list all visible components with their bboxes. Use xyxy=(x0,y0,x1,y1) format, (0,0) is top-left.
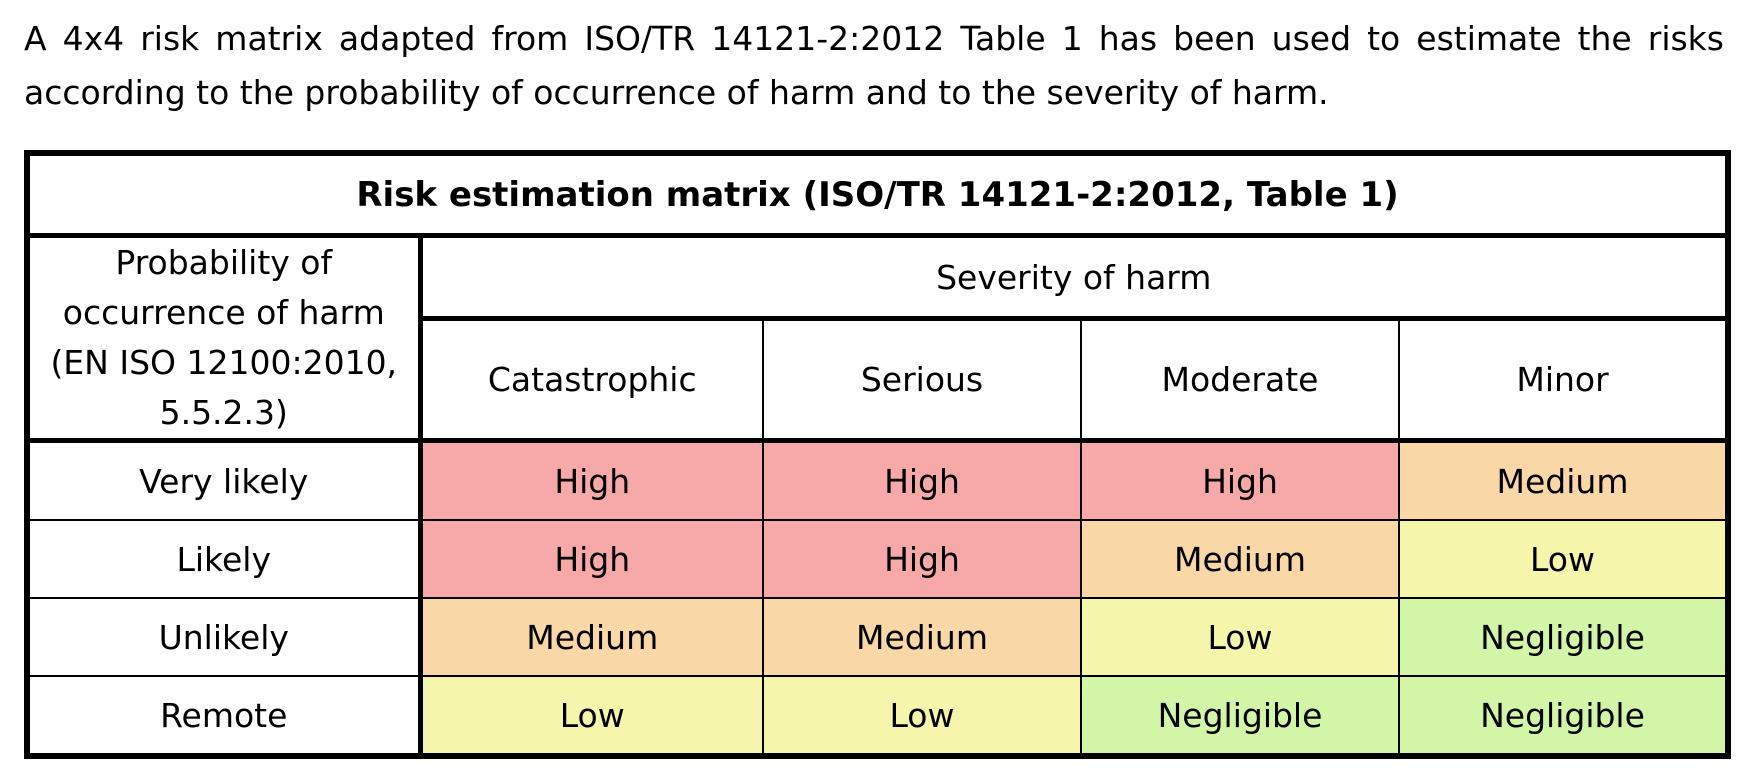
row-label-unlikely: Unlikely xyxy=(24,597,423,677)
risk-matrix-table: Risk estimation matrix (ISO/TR 14121-2:2… xyxy=(23,150,1732,759)
risk-matrix-container: Risk estimation matrix (ISO/TR 14121-2:2… xyxy=(23,150,1732,759)
risk-cell: High xyxy=(762,519,1082,599)
matrix-row: Unlikely Medium Medium Low Negligible xyxy=(24,597,1732,677)
risk-cell: Negligible xyxy=(1397,675,1732,759)
row-label-likely: Likely xyxy=(24,519,423,599)
risk-cell: Medium xyxy=(1397,439,1732,521)
row-label-very-likely: Very likely xyxy=(24,439,423,521)
risk-cell: Negligible xyxy=(1080,675,1400,759)
risk-cell: Low xyxy=(1397,519,1732,599)
matrix-row: Likely High High Medium Low xyxy=(24,519,1732,599)
row-label-remote: Remote xyxy=(24,675,423,759)
risk-cell: High xyxy=(1080,439,1400,521)
risk-cell: Low xyxy=(1080,597,1400,677)
risk-cell: Negligible xyxy=(1397,597,1732,677)
risk-cell: High xyxy=(419,519,764,599)
intro-paragraph: A 4x4 risk matrix adapted from ISO/TR 14… xyxy=(24,19,1724,112)
severity-catastrophic: Catastrophic xyxy=(419,317,764,443)
risk-cell: Medium xyxy=(419,597,764,677)
severity-serious: Serious xyxy=(762,317,1082,443)
matrix-title: Risk estimation matrix (ISO/TR 14121-2:2… xyxy=(23,150,1732,238)
severity-minor: Minor xyxy=(1397,317,1732,443)
risk-cell: Medium xyxy=(762,597,1082,677)
severity-moderate: Moderate xyxy=(1080,317,1400,443)
matrix-row: Very likely High High High Medium xyxy=(24,439,1732,521)
severity-header: Severity of harm xyxy=(418,234,1732,321)
risk-cell: Medium xyxy=(1080,519,1400,599)
probability-header: Probability of occurrence of harm (EN IS… xyxy=(24,234,423,443)
risk-cell: Low xyxy=(419,675,764,759)
matrix-row: Remote Low Low Negligible Negligible xyxy=(24,675,1732,759)
risk-cell: Low xyxy=(762,675,1082,759)
risk-cell: High xyxy=(419,439,764,521)
risk-cell: High xyxy=(762,439,1082,521)
